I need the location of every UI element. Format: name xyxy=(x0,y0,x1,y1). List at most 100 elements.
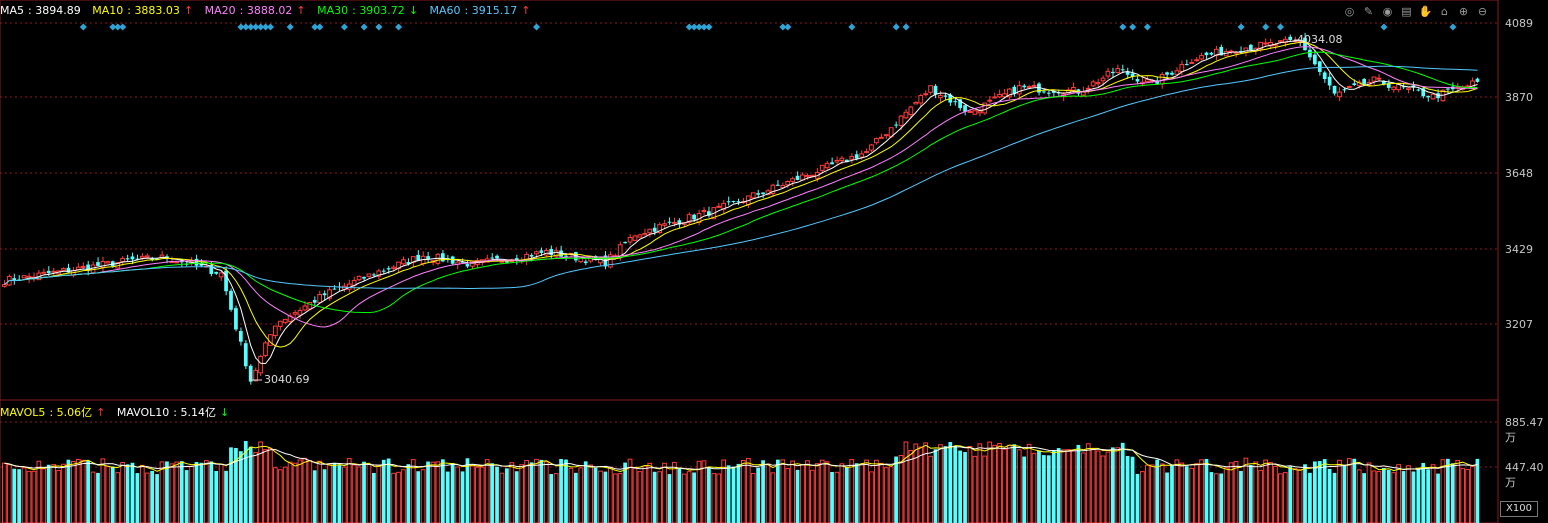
volume-bar xyxy=(824,461,830,523)
signal-marker xyxy=(1129,23,1137,31)
zoom-factor-button[interactable]: X100 xyxy=(1500,501,1538,517)
candle-body xyxy=(21,275,27,279)
lock-icon[interactable]: ⌂ xyxy=(1441,5,1448,18)
zoom-out-icon[interactable]: ⊖ xyxy=(1477,5,1488,18)
signal-marker xyxy=(1143,23,1151,31)
volume-bar xyxy=(1184,466,1189,523)
volume-bar xyxy=(214,471,219,523)
candle-body xyxy=(263,342,268,356)
signal-marker xyxy=(848,23,856,31)
volume-bar xyxy=(120,462,125,523)
candle-body xyxy=(1174,70,1180,75)
volume-bar xyxy=(1155,459,1160,523)
signal-marker xyxy=(1262,23,1270,31)
candle-body xyxy=(1430,93,1436,100)
volume-bar xyxy=(372,472,376,523)
volume-bar xyxy=(543,461,549,523)
volume-bar xyxy=(234,447,238,523)
volume-bar xyxy=(588,464,593,523)
zoom-in-icon[interactable]: ⊕ xyxy=(1458,5,1469,18)
ma20-line xyxy=(4,46,1478,328)
candle-body xyxy=(1371,76,1377,82)
volume-bar xyxy=(150,470,155,523)
volume-bar xyxy=(440,459,445,523)
volume-bar xyxy=(115,472,121,523)
volume-bar xyxy=(1273,465,1278,523)
volume-bar xyxy=(1031,452,1037,523)
candle-body xyxy=(292,312,298,315)
volume-bar xyxy=(1426,469,1431,523)
candle-body xyxy=(1219,46,1224,56)
candle-body xyxy=(460,261,465,263)
volume-bar xyxy=(642,465,648,523)
volume-bar xyxy=(780,459,786,523)
candle-body xyxy=(1278,40,1283,43)
candle-body xyxy=(878,136,884,139)
volume-bar xyxy=(1282,472,1288,523)
candle-body xyxy=(997,93,1002,98)
ma5-line xyxy=(4,39,1478,365)
volume-bar xyxy=(864,459,869,523)
volume-bar xyxy=(135,473,140,523)
volume-bar xyxy=(1002,448,1007,523)
candle-body xyxy=(1268,42,1273,47)
volume-bar xyxy=(1455,460,1461,523)
volume-bar xyxy=(46,464,51,523)
candle-body xyxy=(657,224,662,234)
hand-icon[interactable]: ✋ xyxy=(1418,5,1433,18)
candle-body xyxy=(1337,91,1342,98)
candle-body xyxy=(317,294,323,303)
candle-body xyxy=(120,257,125,263)
volume-bar xyxy=(963,452,967,523)
volume-bar xyxy=(672,461,677,523)
candle-body xyxy=(1046,92,1051,94)
target-icon[interactable]: ◎ xyxy=(1344,5,1355,18)
volume-bar xyxy=(627,458,633,523)
signal-marker xyxy=(340,23,348,31)
candle-body xyxy=(790,178,795,182)
volume-bar xyxy=(1366,462,1372,523)
volume-bar xyxy=(874,459,879,523)
candle-body xyxy=(898,115,904,126)
volume-bar xyxy=(790,460,795,523)
eye-icon[interactable]: ◉ xyxy=(1382,5,1393,18)
candle-body xyxy=(529,255,534,257)
volume-bar xyxy=(1327,468,1332,523)
candle-body xyxy=(795,175,800,180)
volume-bar xyxy=(923,442,929,523)
volume-bar xyxy=(1179,462,1185,523)
volume-bar xyxy=(426,461,430,523)
candle-body xyxy=(253,369,258,382)
candle-body xyxy=(1184,64,1189,66)
volume-bar xyxy=(401,469,406,523)
volume-bar xyxy=(381,459,386,523)
volume-bar xyxy=(445,471,450,523)
ma5-legend: MA5: 3894.89 xyxy=(0,4,81,17)
volume-bar xyxy=(529,462,534,523)
volume-bar xyxy=(1066,449,1071,523)
volume-bar xyxy=(51,464,56,523)
candle-body xyxy=(1012,86,1017,94)
candles xyxy=(2,32,1480,385)
volume-bar xyxy=(341,466,347,523)
volume-bar xyxy=(578,467,584,523)
volume-bar xyxy=(322,469,327,523)
volume-bar xyxy=(327,463,332,523)
volume-bar xyxy=(711,473,717,523)
candle-body xyxy=(623,241,627,244)
volume-bar xyxy=(1042,455,1046,523)
signal-marker xyxy=(375,23,383,31)
candle-body xyxy=(716,205,722,208)
candle-body xyxy=(2,283,7,287)
volume-bar xyxy=(553,473,559,523)
save-icon[interactable]: ▤ xyxy=(1401,5,1412,18)
price-ma-legend: MA5: 3894.89 MA10: 3883.03 ↑ MA20: 3888.0… xyxy=(0,4,538,17)
signal-marker xyxy=(1449,23,1457,31)
mavol5-legend: MAVOL5: 5.06亿 ↑ xyxy=(0,406,106,419)
candle-body xyxy=(1002,93,1007,98)
volume-bar xyxy=(1204,458,1209,523)
volume-bar xyxy=(96,472,100,523)
pen-icon[interactable]: ✎ xyxy=(1363,5,1374,18)
candle-body xyxy=(583,261,588,264)
